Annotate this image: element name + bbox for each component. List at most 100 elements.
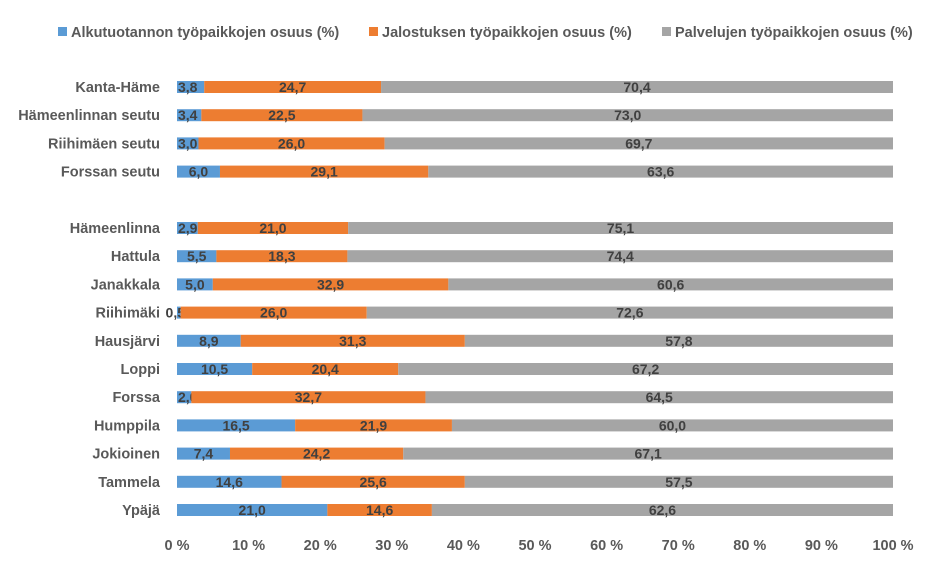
bars: 3,8 24,7 70,4 3,4 22,5 73,0 3,0 26,0 69,7 6,0 29,1… [166, 79, 894, 518]
legend-swatch-2 [369, 27, 378, 36]
category-label: Hämeenlinnan seutu [18, 108, 160, 124]
bar-segment [403, 447, 893, 460]
bar-segment [180, 306, 367, 319]
value-axis: 0 % 10 % 20 % 30 % 40 % 50 % 60 % 70 % 80 % 90 % 1… [165, 538, 914, 554]
bar-segment [177, 278, 213, 291]
bar-segment [425, 391, 893, 404]
bar-segment [398, 363, 893, 375]
bar-segment [198, 137, 385, 150]
x-tick-label: 60 % [590, 538, 623, 554]
bar-segment [204, 81, 382, 93]
data-label: 63,6 [647, 164, 674, 180]
x-tick-label: 0 % [165, 538, 190, 554]
bar-segment [431, 504, 893, 516]
data-label: 62,6 [649, 502, 676, 518]
data-label: 24,2 [303, 446, 330, 462]
bar-segment [177, 391, 192, 404]
data-label: 64,5 [646, 389, 673, 405]
data-label: 21,9 [360, 417, 387, 433]
x-tick-label: 80 % [733, 538, 766, 554]
category-label: Kanta-Häme [75, 80, 160, 96]
category-label: Hämeenlinna [70, 221, 161, 237]
legend-swatch-1 [58, 27, 67, 36]
category-label: Hattula [111, 249, 161, 265]
data-label: 69,7 [625, 135, 652, 151]
data-label: 16,5 [222, 417, 249, 433]
data-label: 14,6 [216, 474, 243, 490]
bar-segment [201, 109, 363, 122]
bar-segment [177, 306, 181, 319]
x-tick-label: 10 % [232, 538, 265, 554]
bar-segment [197, 222, 349, 234]
bar-segment [191, 391, 426, 404]
data-label: 75,1 [607, 220, 634, 236]
bar-segment [381, 81, 893, 93]
bar-segment [327, 504, 432, 516]
data-label: 60,6 [657, 276, 684, 292]
x-tick-label: 90 % [805, 538, 838, 554]
data-label: 24,7 [279, 79, 306, 95]
category-label: Ypäjä [122, 503, 161, 519]
bar-segment [252, 363, 399, 375]
category-axis: Kanta-Häme Hämeenlinnan seutu Riihimäen se… [18, 80, 161, 519]
bar-segment [216, 250, 348, 263]
bar-segment [177, 363, 253, 375]
data-label: 21,0 [239, 502, 266, 518]
data-label: 25,6 [360, 474, 387, 490]
data-label: 10,5 [201, 361, 228, 377]
category-label: Forssan seutu [61, 165, 160, 181]
category-label: Humppila [94, 418, 161, 434]
x-tick-label: 40 % [447, 538, 480, 554]
bar-segment [428, 165, 893, 178]
data-label: 2,9 [178, 220, 198, 236]
bar-segment [177, 165, 220, 178]
data-label: 74,4 [607, 248, 634, 264]
bar-segment [464, 334, 893, 347]
data-label: 21,0 [259, 220, 286, 236]
bar-segment [464, 475, 893, 488]
bar-segment [177, 250, 217, 263]
legend-label-1: Alkutuotannon työpaikkojen osuus (%) [71, 25, 339, 41]
x-tick-label: 100 % [872, 538, 913, 554]
x-tick-label: 70 % [662, 538, 695, 554]
data-label: 6,0 [189, 164, 209, 180]
category-label: Forssa [112, 390, 160, 406]
data-label: 70,4 [623, 79, 650, 95]
data-label: 22,5 [268, 107, 295, 123]
x-tick-label: 30 % [375, 538, 408, 554]
legend-label-2: Jalostuksen työpaikkojen osuus (%) [382, 25, 632, 41]
x-tick-label: 20 % [304, 538, 337, 554]
bar-segment [366, 306, 893, 319]
category-label: Loppi [121, 362, 160, 378]
data-label: 8,9 [199, 333, 219, 349]
bar-segment [347, 250, 894, 263]
category-label: Janakkala [91, 277, 161, 293]
category-label: Riihimäki [96, 306, 160, 322]
data-label: 60,0 [659, 417, 686, 433]
data-label: 73,0 [614, 107, 641, 123]
bar-segment [384, 137, 893, 150]
bar-segment [219, 165, 429, 178]
bar-segment [295, 419, 452, 432]
data-label: 7,4 [194, 446, 214, 462]
bar-segment [177, 81, 205, 93]
data-label: 32,9 [317, 276, 344, 292]
data-label: 29,1 [311, 164, 338, 180]
data-label: 5,5 [187, 248, 207, 264]
bar-segment [448, 278, 893, 291]
data-label: 67,2 [632, 361, 659, 377]
bar-segment [177, 419, 296, 432]
data-label: 3,8 [178, 79, 198, 95]
bar-segment [177, 447, 230, 460]
data-label: 3,0 [178, 135, 198, 151]
bar-segment [281, 475, 465, 488]
x-tick-label: 50 % [518, 538, 551, 554]
bar-segment [229, 447, 404, 460]
bar-segment [362, 109, 894, 122]
category-label: Hausjärvi [95, 334, 160, 350]
data-label: 67,1 [635, 446, 662, 462]
bar-segment [240, 334, 465, 347]
data-label: 18,3 [268, 248, 295, 264]
category-label: Riihimäen seutu [48, 136, 160, 152]
